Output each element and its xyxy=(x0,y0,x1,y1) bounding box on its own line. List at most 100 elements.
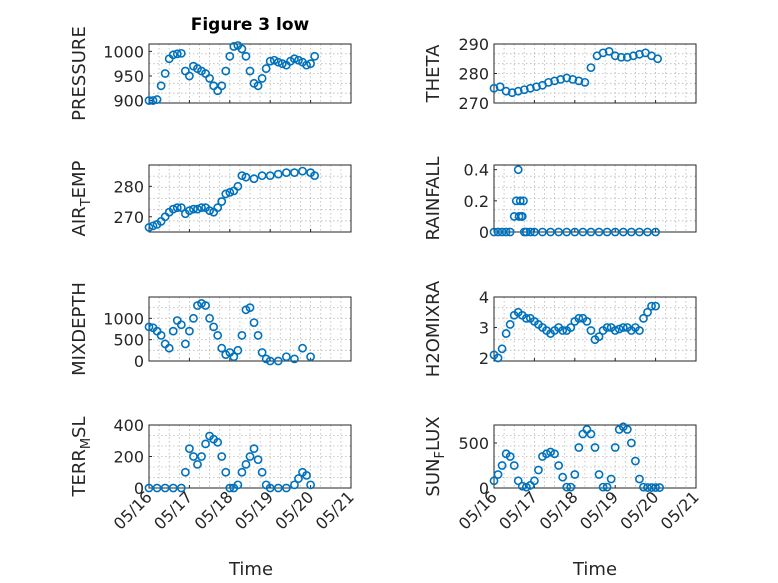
data-point-sun-flux xyxy=(513,476,523,486)
x-axis-label-left: Time xyxy=(228,559,273,580)
x-tick-label: 05/19 xyxy=(576,487,622,533)
data-point-pressure xyxy=(205,74,214,83)
data-point-pressure xyxy=(253,81,263,91)
data-point-rainfall xyxy=(521,227,531,237)
data-point-pressure xyxy=(229,42,239,51)
axes-box-pressure xyxy=(148,43,352,104)
panel-theta: 270 280 290 THETA xyxy=(423,35,697,113)
data-point-air-temp xyxy=(233,181,243,191)
data-point-rainfall xyxy=(578,227,588,237)
series-pressure xyxy=(144,41,320,105)
data-point-pressure xyxy=(277,59,287,69)
data-point-mixdepth xyxy=(205,313,214,323)
data-point-air-temp xyxy=(298,166,307,176)
x-tick-label: 05/20 xyxy=(271,487,317,533)
data-point-terr-msl xyxy=(189,452,198,461)
y-tick-label: 0 xyxy=(479,479,489,498)
data-point-sun-flux xyxy=(493,470,503,479)
data-point-sun-flux xyxy=(550,449,559,459)
data-point-terr-msl xyxy=(144,483,154,493)
data-point-terr-msl xyxy=(184,444,194,454)
data-point-pressure xyxy=(237,44,247,54)
data-point-pressure xyxy=(245,66,255,76)
data-point-sun-flux xyxy=(534,465,543,475)
data-point-sun-flux xyxy=(574,443,584,452)
axes-box-theta xyxy=(493,43,697,104)
data-point-h2omixra xyxy=(566,323,576,332)
data-point-h2omixra xyxy=(493,353,503,363)
data-point-terr-msl xyxy=(241,459,251,469)
data-point-mixdepth xyxy=(189,313,198,323)
data-point-terr-msl xyxy=(281,483,291,493)
data-point-terr-msl xyxy=(217,452,227,461)
y-axis-label-terr-msl: TERRMSL xyxy=(69,416,94,497)
x-tick-label: 05/17 xyxy=(150,487,196,533)
y-tick-label: 0 xyxy=(134,479,144,498)
data-point-theta xyxy=(556,75,566,84)
data-point-terr-msl xyxy=(225,483,235,493)
data-point-rainfall xyxy=(493,227,503,237)
data-point-mixdepth xyxy=(290,354,299,364)
data-point-h2omixra xyxy=(586,326,596,335)
data-point-theta xyxy=(489,83,499,93)
data-point-air-temp xyxy=(290,168,299,178)
data-point-mixdepth xyxy=(249,318,259,327)
data-point-pressure xyxy=(225,51,235,61)
data-point-theta xyxy=(501,86,511,96)
y-tick-label: 4 xyxy=(479,288,489,307)
data-point-air-temp xyxy=(189,204,198,214)
data-point-theta xyxy=(586,63,596,72)
data-point-terr-msl xyxy=(233,480,243,490)
data-point-theta xyxy=(513,86,523,96)
data-point-h2omixra xyxy=(497,344,507,354)
data-point-sun-flux xyxy=(655,483,665,492)
data-point-sun-flux xyxy=(497,461,507,470)
data-point-mixdepth xyxy=(164,343,174,353)
data-point-air-temp xyxy=(265,171,275,181)
data-point-sun-flux xyxy=(554,461,564,470)
data-point-pressure xyxy=(160,69,170,78)
data-point-mixdepth xyxy=(168,326,178,336)
data-point-sun-flux xyxy=(517,481,527,491)
data-point-air-temp xyxy=(281,168,291,178)
data-point-pressure xyxy=(156,81,166,91)
data-point-pressure xyxy=(184,71,194,81)
data-point-rainfall xyxy=(570,227,580,237)
data-point-sun-flux xyxy=(594,470,604,479)
y-tick-label: 290 xyxy=(458,35,489,54)
y-axis-label-sun-flux: SUNFLUX xyxy=(423,416,448,496)
data-point-mixdepth xyxy=(245,303,255,313)
data-point-sun-flux xyxy=(530,476,539,486)
y-axis-label-rainfall: RAINFALL xyxy=(423,157,444,241)
panel-pressure: 900 950 1000 PRESSURE xyxy=(69,26,352,121)
data-point-terr-msl xyxy=(257,467,267,477)
data-point-mixdepth xyxy=(180,339,190,349)
data-point-rainfall xyxy=(513,165,523,175)
data-point-rainfall xyxy=(626,227,636,237)
x-tick-label: 05/20 xyxy=(616,487,662,533)
data-point-theta xyxy=(519,85,529,95)
data-point-h2omixra xyxy=(574,313,584,323)
data-point-sun-flux xyxy=(610,443,620,452)
y-tick-label: 900 xyxy=(113,92,144,111)
data-point-pressure xyxy=(257,74,267,83)
data-point-air-temp xyxy=(217,197,227,206)
data-point-air-temp xyxy=(176,203,186,213)
x-tick-label: 05/18 xyxy=(536,487,582,533)
data-point-mixdepth xyxy=(156,330,166,340)
data-point-sun-flux xyxy=(622,425,632,434)
data-point-air-temp xyxy=(241,172,251,182)
x-tick-label: 05/16 xyxy=(455,487,501,533)
data-point-terr-msl xyxy=(152,483,162,493)
data-point-sun-flux xyxy=(598,482,608,492)
data-point-h2omixra xyxy=(594,332,604,342)
data-point-rainfall xyxy=(538,227,547,237)
data-point-theta xyxy=(550,76,559,86)
data-point-theta xyxy=(653,54,663,64)
data-point-terr-msl xyxy=(302,470,311,480)
series-mixdepth xyxy=(144,298,315,366)
data-point-pressure xyxy=(302,60,311,70)
